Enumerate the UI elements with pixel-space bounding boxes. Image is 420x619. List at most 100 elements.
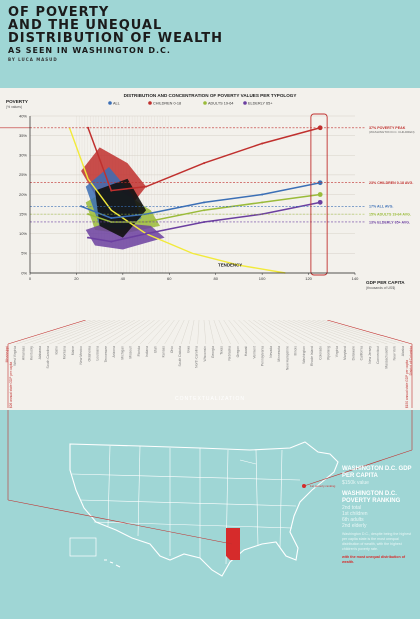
state-label: South Dakota <box>178 346 182 367</box>
state-label: Hawaii <box>244 346 248 356</box>
y-axis-sublabel: (% values) <box>6 105 22 109</box>
state-label: Idaho <box>54 346 58 355</box>
author: BY LUCA MASUD <box>8 57 58 62</box>
state-label: Alaska <box>401 346 405 356</box>
x-tick-label: 80 <box>213 276 218 281</box>
ranking-line: 1st children <box>342 511 368 517</box>
y-tick-label: 25% <box>19 172 27 177</box>
point-adults <box>261 201 264 204</box>
point-all <box>80 205 83 208</box>
states-strip: Mississippi West Virginia Arkansas Kentucky… <box>0 319 420 410</box>
state-connector <box>302 319 371 345</box>
state-connector <box>213 319 223 345</box>
ranking-title: WASHINGTON D.C. POVERTY RANKING <box>342 491 401 504</box>
state-label: West Virginia <box>13 346 17 366</box>
legend-swatch <box>108 101 112 105</box>
state-label: New Hampshire <box>285 346 289 370</box>
map-panel <box>0 410 420 614</box>
series-line-children <box>87 127 321 192</box>
x-tick-label: 60 <box>167 276 172 281</box>
alaska-shape <box>69 537 97 557</box>
series-line-elderly <box>87 201 321 243</box>
state-label: Iowa <box>186 346 190 353</box>
state-label: Arizona <box>112 346 116 358</box>
y-axis-label: POVERTY <box>6 99 28 104</box>
mississippi-highlight <box>226 528 240 560</box>
state-connector <box>238 319 264 345</box>
state-label: Pennsylvania <box>261 346 265 366</box>
state-connector <box>172 319 185 345</box>
state-label: Oklahoma <box>87 346 91 362</box>
state-label: Massachusetts <box>384 346 388 369</box>
state-label: Virginia <box>335 346 339 357</box>
state-connector <box>32 319 101 345</box>
state-connector <box>123 319 155 345</box>
x-tick-label: 20 <box>74 276 79 281</box>
state-connector <box>228 319 248 345</box>
point-children <box>110 189 113 192</box>
x-tick-label: 120 <box>305 276 312 281</box>
state-connector <box>164 319 180 345</box>
state-label: Maine <box>71 346 75 355</box>
state-label: Tennessee <box>104 346 108 363</box>
state-label: Nevada <box>269 346 273 358</box>
state-label: Wyoming <box>327 346 331 360</box>
state-connector <box>287 319 347 345</box>
state-label: New Mexico <box>79 346 83 365</box>
legend-entry: ADULTS 19-64 <box>208 101 233 105</box>
state-connector <box>218 319 231 345</box>
state-label: Nebraska <box>228 346 232 361</box>
reference-label: 15% ADULTS 19-64 AVG. <box>369 213 411 217</box>
ranking-line: 2nd total <box>342 505 362 511</box>
legend-swatch <box>243 101 247 105</box>
state-connector <box>317 319 396 345</box>
state-label: District of Columbia <box>409 346 413 376</box>
x-tick-label: 140 <box>352 276 359 281</box>
state-connector <box>57 319 116 345</box>
state-connector <box>267 319 314 345</box>
sidebar-highlight: with the most unequal distribution of we… <box>342 555 406 564</box>
y-tick-label: 15% <box>19 211 27 216</box>
series-line-all <box>80 181 321 219</box>
y-tick-label: 30% <box>19 153 27 158</box>
sidebar-paragraph: Washington D.C., despite being the highe… <box>342 532 411 551</box>
state-connector <box>282 319 338 345</box>
state-connector <box>263 319 305 345</box>
point-all <box>317 180 323 186</box>
overlap-core <box>95 178 147 238</box>
title-block: OF POVERTY AND THE UNEQUAL DISTRIBUTION … <box>8 6 223 62</box>
point-children <box>203 162 206 165</box>
state-connector <box>248 319 281 345</box>
poverty-chart: 0% 5% 10% 15% 20% 25% 30% 35% 40% 0 20 40 60 80 100 120… <box>0 93 415 290</box>
state-connector <box>292 319 355 345</box>
state-connector <box>223 319 239 345</box>
state-connector <box>82 319 131 345</box>
state-label: Utah <box>153 346 157 353</box>
point-children <box>87 126 90 129</box>
state-label: New Jersey <box>368 346 372 364</box>
state-connector <box>277 319 330 345</box>
state-connector <box>233 319 256 345</box>
point-elderly <box>317 199 323 205</box>
state-label: Ohio <box>170 346 174 353</box>
legend-entry: ALL <box>113 101 120 105</box>
x-tick-label: 100 <box>259 276 266 281</box>
chart-title: DISTRIBUTION AND CONCENTRATION OF POVERT… <box>124 93 297 98</box>
state-connector <box>208 319 215 345</box>
state-label: Illinois <box>294 346 298 356</box>
state-label: Washington <box>302 346 306 364</box>
state-connector <box>312 319 388 345</box>
state-label: North Carolina <box>195 346 199 368</box>
state-connector <box>181 319 190 345</box>
state-label: Kansas <box>162 346 166 358</box>
state-connector <box>307 319 380 345</box>
reference-label: 13% ELDERLY 65+ AVG. <box>369 220 410 224</box>
dc-highlight-box <box>310 113 328 276</box>
state-label: Connecticut <box>376 346 380 364</box>
state-label: Missouri <box>129 346 133 359</box>
point-children <box>317 125 323 131</box>
point-elderly <box>203 220 206 223</box>
state-connector <box>156 319 175 345</box>
state-connector <box>272 319 322 345</box>
state-connector <box>322 319 404 345</box>
